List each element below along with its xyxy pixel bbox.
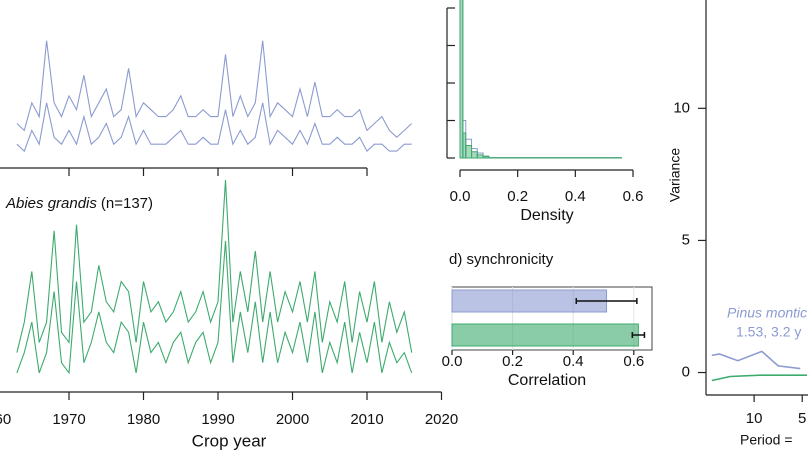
histogram-bar [465, 145, 473, 159]
x-tick-label: 5 [798, 410, 806, 427]
x-tick-label: 2010 [350, 411, 383, 428]
series-line [16, 240, 413, 375]
series-line [711, 350, 801, 370]
x-tick-label: 0.4 [563, 353, 584, 370]
histogram [459, 0, 622, 159]
bar [451, 323, 639, 347]
x-tick-label: 0.2 [502, 353, 523, 370]
annotation: Pinus montic [727, 305, 807, 321]
species-name: Abies grandis [5, 195, 97, 212]
x-tick-label: 0.2 [507, 188, 528, 205]
x-tick-label: 0.0 [450, 188, 471, 205]
error-bar [575, 298, 638, 304]
y-axis-title: Variance [667, 148, 683, 202]
histogram-bar [471, 151, 478, 159]
histogram-bar [482, 155, 490, 159]
x-axis-title: Period = [740, 432, 793, 448]
species-label: Abies grandis (n=137) [5, 195, 153, 212]
x-tick-label: 1990 [201, 411, 234, 428]
series-line [16, 102, 412, 153]
x-axis-title: Density [520, 207, 573, 224]
y-tick-label: 0 [682, 364, 690, 381]
x-axis-title: Correlation [508, 372, 586, 389]
y-tick-label: 10 [673, 99, 690, 116]
series-line [711, 374, 807, 382]
x-tick-label: 0.6 [623, 188, 644, 205]
series-line [16, 40, 413, 139]
x-tick-label: 1960 [0, 411, 11, 428]
x-tick-label: 1970 [52, 411, 85, 428]
x-tick-label: 2000 [276, 411, 309, 428]
x-tick-label: 0.4 [565, 188, 586, 205]
sample-size: (n=137) [101, 195, 153, 212]
annotation: 1.53, 3.2 y [736, 324, 801, 340]
x-tick-label: 2020 [425, 411, 458, 428]
y-tick-label: 5 [682, 231, 690, 248]
histogram-bar [459, 0, 464, 159]
panel-title: d) synchronicity [449, 251, 554, 268]
x-tick-label: 10 [746, 410, 763, 427]
histogram-bar [476, 154, 484, 159]
x-axis-title: Crop year [192, 431, 267, 450]
x-tick-label: 1980 [127, 411, 160, 428]
x-tick-label: 0.0 [442, 353, 463, 370]
x-tick-label: 0.6 [623, 353, 644, 370]
error-bar [631, 332, 646, 338]
series-line [16, 179, 413, 353]
